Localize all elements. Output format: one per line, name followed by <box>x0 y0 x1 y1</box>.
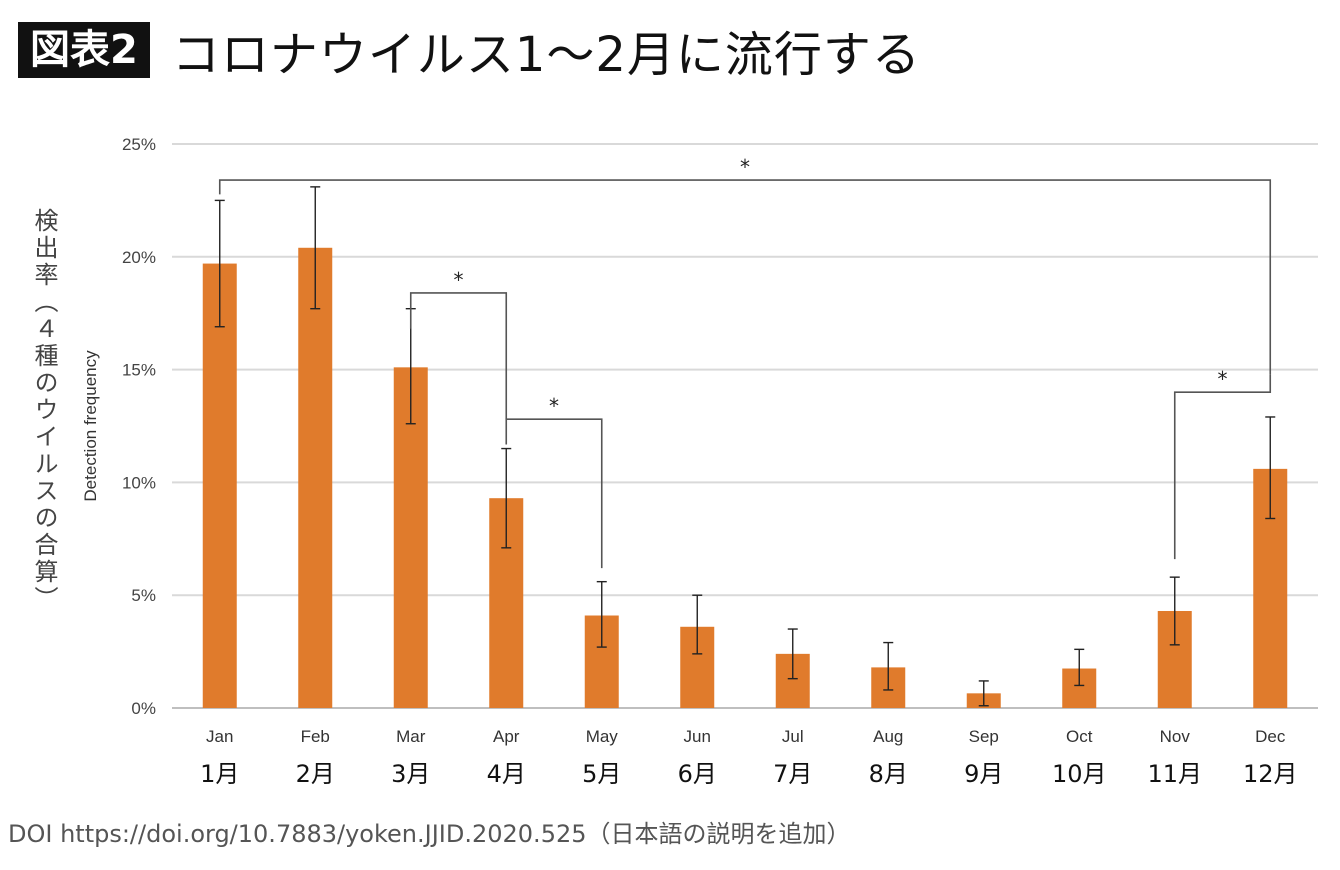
y-tick-label: 25% <box>122 135 156 154</box>
x-tick-label: Jun <box>684 727 711 746</box>
x-tick-label-jp: 12月 <box>1243 760 1298 788</box>
significance-star: * <box>454 268 464 292</box>
x-tick-label: Mar <box>396 727 426 746</box>
y-axis-label-jp: 検出率（４種のウイルスの合算） <box>30 208 58 613</box>
significance-bracket <box>409 292 508 420</box>
x-tick-label-jp: 10月 <box>1052 760 1107 788</box>
x-tick-label-jp: 6月 <box>678 760 717 788</box>
y-tick-label: 15% <box>122 361 156 380</box>
bar-chart: 0% 5% 10% 15% 20% 25% * * * * Jan 1月 Feb 2月 Mar 3月 Apr… <box>81 135 1318 788</box>
y-axis-label: Detection frequency <box>81 350 100 502</box>
significance-star: * <box>549 394 559 418</box>
x-tick-label-jp: 3月 <box>391 760 430 788</box>
header: 図表2 コロナウイルス1〜2月に流行する <box>18 18 921 83</box>
significance-bracket <box>218 179 1272 375</box>
x-tick-label-jp: 8月 <box>869 760 908 788</box>
x-tick-label: Nov <box>1160 727 1191 746</box>
bar <box>298 247 333 708</box>
x-tick-label: Feb <box>301 727 330 746</box>
y-tick-label: 0% <box>131 699 156 718</box>
error-bars <box>214 186 1276 707</box>
x-tick-label-jp: 9月 <box>964 760 1003 788</box>
x-tick-labels: Jan 1月 Feb 2月 Mar 3月 Apr 4月 May 5月 Jun 6月 Jul 7月 Aug 8月… <box>200 727 1297 788</box>
y-tick-labels: 0% 5% 10% 15% 20% 25% <box>122 135 156 718</box>
y-tick-label: 5% <box>131 586 156 605</box>
x-tick-label: Dec <box>1255 727 1286 746</box>
chart-title: コロナウイルス1〜2月に流行する <box>171 27 921 83</box>
significance-bracket <box>1173 374 1272 560</box>
grid-lines <box>172 143 1318 709</box>
x-tick-label: May <box>586 727 619 746</box>
bars <box>202 247 1288 708</box>
x-tick-label-jp: 2月 <box>296 760 335 788</box>
x-tick-label: Jul <box>782 727 804 746</box>
significance-brackets: * * * * <box>218 155 1272 569</box>
x-tick-label-jp: 7月 <box>773 760 812 788</box>
figure-badge: 図表2 <box>18 22 150 78</box>
x-tick-label: Sep <box>969 727 999 746</box>
bar <box>202 263 237 708</box>
significance-star: * <box>1218 367 1228 391</box>
significance-star: * <box>740 155 750 179</box>
y-tick-label: 20% <box>122 248 156 267</box>
x-tick-label-jp: 4月 <box>487 760 526 788</box>
x-tick-label-jp: 1月 <box>200 760 239 788</box>
source-citation: DOI https://doi.org/10.7883/yoken.JJID.2… <box>8 820 851 848</box>
x-tick-label: Apr <box>493 727 520 746</box>
significance-bracket <box>505 418 603 569</box>
x-tick-label: Oct <box>1066 727 1093 746</box>
x-tick-label: Jan <box>206 727 233 746</box>
x-tick-label-jp: 5月 <box>582 760 621 788</box>
x-tick-label-jp: 11月 <box>1147 760 1202 788</box>
y-tick-label: 10% <box>122 473 156 492</box>
x-tick-label: Aug <box>873 727 903 746</box>
